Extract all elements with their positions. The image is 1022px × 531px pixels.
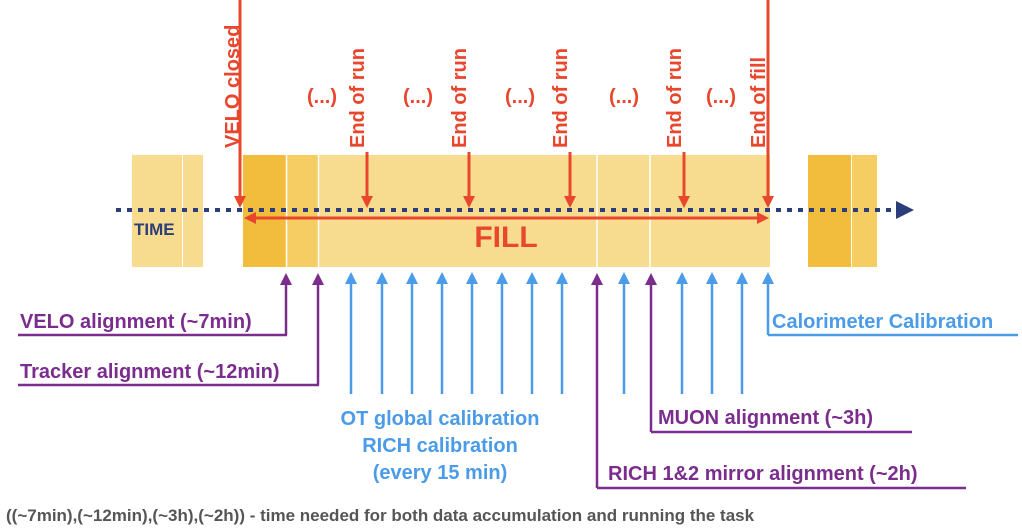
calibration-arrows — [345, 272, 774, 394]
fill-label: FILL — [474, 221, 537, 254]
rich-mirror-alignment-label: RICH 1&2 mirror alignment (~2h) — [608, 463, 918, 485]
top-event-arrows — [234, 0, 774, 208]
ellipsis-label-1: (...) — [307, 86, 337, 108]
end-of-fill-label: End of fill — [748, 57, 770, 148]
alignment-arrows — [280, 273, 657, 488]
time-label: TIME — [134, 220, 175, 239]
every-15-min-label: (every 15 min) — [373, 462, 508, 484]
ellipsis-label-2: (...) — [403, 86, 433, 108]
muon-alignment-label: MUON alignment (~3h) — [658, 407, 873, 429]
velo-closed-label: VELO closed — [222, 25, 244, 148]
ellipsis-label-5: (...) — [706, 86, 736, 108]
ellipsis-label-4: (...) — [609, 86, 639, 108]
time-axis-arrowhead-icon — [896, 201, 914, 219]
velo-alignment-label: VELO alignment (~7min) — [20, 311, 252, 333]
calorimeter-calibration-label: Calorimeter Calibration — [772, 311, 993, 333]
end-of-run-label-2: End of run — [449, 48, 471, 148]
tracker-alignment-label: Tracker alignment (~12min) — [20, 361, 280, 383]
end-of-run-label-1: End of run — [347, 48, 369, 148]
footnote: ((~7min),(~12min),(~3h),(~2h)) - time ne… — [6, 506, 755, 525]
end-of-run-label-3: End of run — [550, 48, 572, 148]
ellipsis-label-3: (...) — [505, 86, 535, 108]
ot-global-calibration-label: OT global calibration — [341, 408, 540, 430]
end-of-run-label-4: End of run — [664, 48, 686, 148]
rich-calibration-label: RICH calibration — [362, 435, 518, 457]
